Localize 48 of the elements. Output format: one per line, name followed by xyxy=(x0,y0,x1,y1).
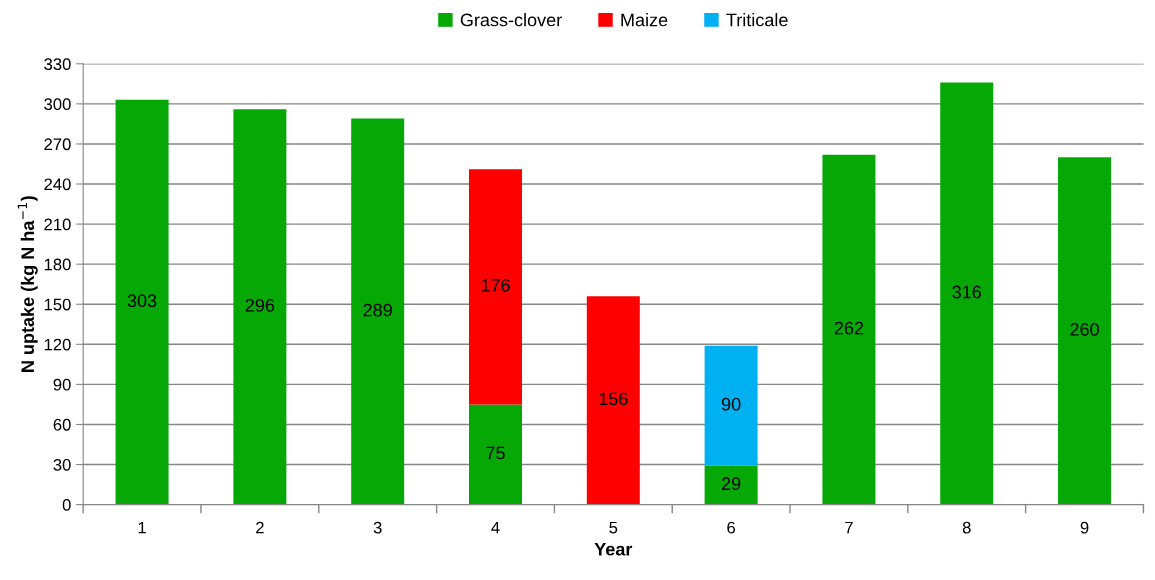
y-axis-title: N uptake (kg N ha$^{−1}$) xyxy=(17,196,38,372)
data-label: 260 xyxy=(1070,323,1099,336)
x-tick-label: 1 xyxy=(138,521,146,534)
y-tick-label: 0 xyxy=(62,499,71,511)
y-tick-label: 330 xyxy=(44,58,71,70)
y-tick-label: 30 xyxy=(53,458,71,471)
data-label: 176 xyxy=(481,278,510,292)
x-tick-label: 5 xyxy=(609,521,618,534)
bar xyxy=(233,109,287,505)
legend-label: Maize xyxy=(621,13,668,27)
y-tick-label: 90 xyxy=(53,378,71,391)
data-label: 262 xyxy=(834,321,864,335)
bar xyxy=(115,99,169,505)
data-label: 156 xyxy=(599,392,628,406)
x-tick-label: 7 xyxy=(845,521,853,534)
legend-label: Grass-clover xyxy=(460,13,562,27)
y-tick-label: 60 xyxy=(53,418,71,431)
y-tick-label: 150 xyxy=(44,298,71,311)
x-axis-title: Year xyxy=(594,543,633,556)
y-tick-label: 270 xyxy=(44,138,71,151)
data-label: 316 xyxy=(952,285,982,299)
data-label: 296 xyxy=(245,298,275,312)
x-tick-label: 9 xyxy=(1080,521,1089,534)
y-tick-label: 210 xyxy=(44,218,71,231)
x-tick-label: 3 xyxy=(373,521,382,534)
y-tick-label: 120 xyxy=(44,338,71,351)
x-tick-label: 8 xyxy=(962,521,971,534)
x-tick-label: 4 xyxy=(491,521,500,534)
data-label: 29 xyxy=(721,477,741,491)
y-tick-label: 300 xyxy=(44,98,71,111)
legend-label: Triticale xyxy=(726,13,788,27)
bar xyxy=(704,465,758,505)
data-label: 75 xyxy=(486,446,505,460)
x-tick-label: 2 xyxy=(256,521,264,534)
bar xyxy=(468,404,522,505)
bar xyxy=(586,296,640,505)
bar xyxy=(468,169,522,405)
bar xyxy=(1058,157,1112,505)
bar xyxy=(822,154,876,505)
bar xyxy=(704,345,758,466)
bar xyxy=(351,118,405,505)
x-tick-label: 6 xyxy=(727,521,736,534)
y-tick-label: 180 xyxy=(44,258,71,271)
bar xyxy=(940,82,994,505)
y-tick-label: 240 xyxy=(44,178,71,191)
data-label: 90 xyxy=(721,397,741,411)
data-label: 303 xyxy=(127,294,157,308)
data-label: 289 xyxy=(363,303,392,317)
